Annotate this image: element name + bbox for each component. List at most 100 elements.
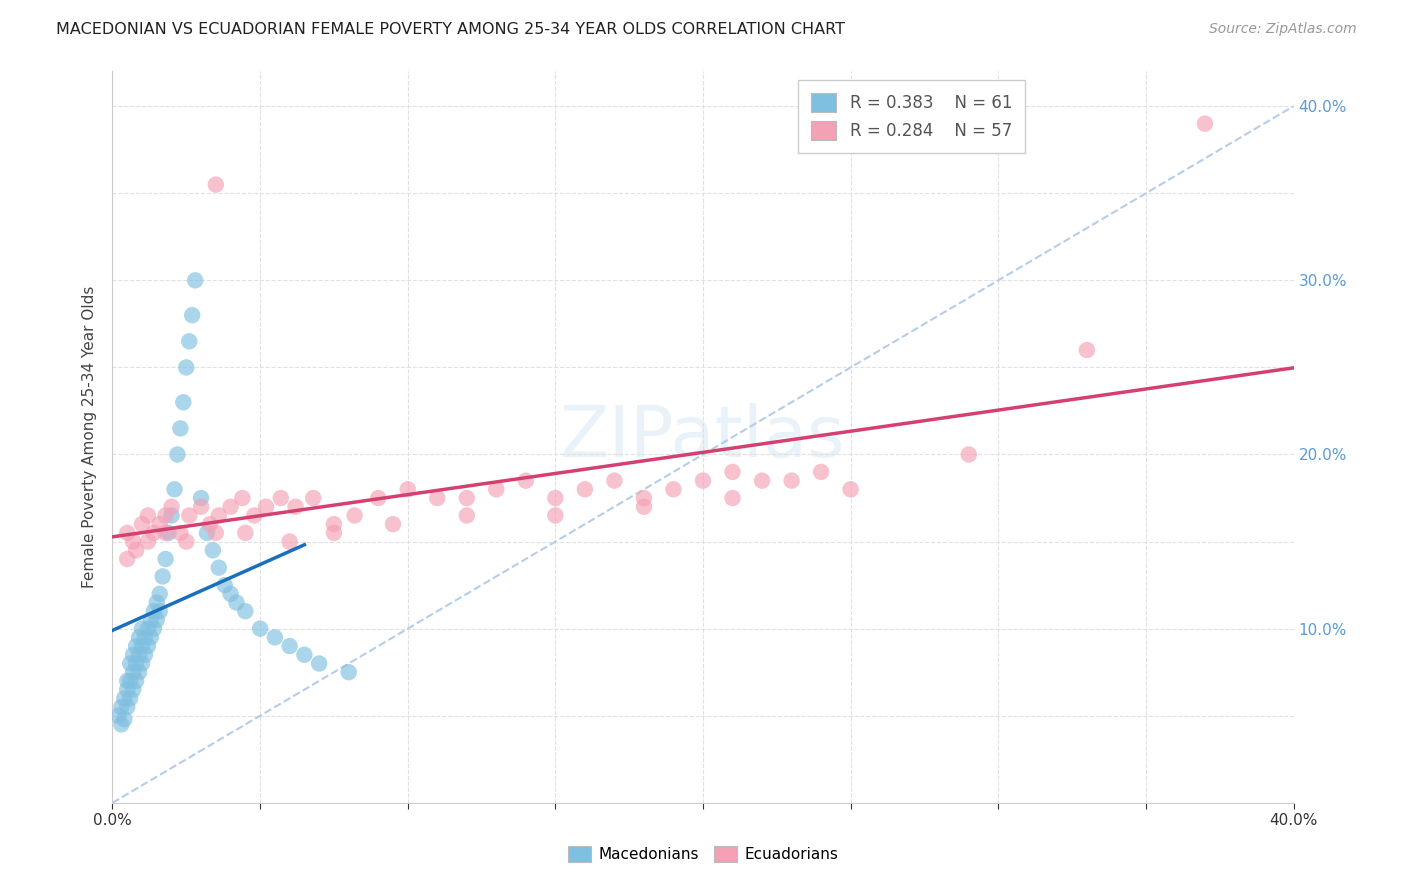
Point	[174, 360, 197, 375]
Point	[136, 534, 159, 549]
Point	[603, 474, 626, 488]
Point	[122, 534, 145, 549]
Point	[721, 491, 744, 505]
Point	[323, 517, 346, 532]
Point	[1194, 117, 1216, 131]
Point	[142, 604, 165, 618]
Point	[155, 552, 177, 566]
Point	[957, 448, 980, 462]
Point	[110, 700, 132, 714]
Point	[264, 631, 287, 645]
Point	[128, 665, 150, 680]
Point	[125, 657, 148, 671]
Point	[233, 525, 256, 540]
Point	[146, 613, 169, 627]
Point	[208, 560, 231, 574]
Point	[136, 508, 159, 523]
Point	[166, 448, 188, 462]
Point	[122, 665, 145, 680]
Point	[128, 631, 150, 645]
Point	[219, 500, 242, 514]
Point	[662, 483, 685, 497]
Point	[136, 622, 159, 636]
Point	[142, 525, 165, 540]
Point	[181, 308, 204, 322]
Point	[544, 508, 567, 523]
Point	[152, 569, 174, 583]
Point	[456, 491, 478, 505]
Point	[122, 648, 145, 662]
Point	[721, 465, 744, 479]
Text: ZIPatlas: ZIPatlas	[560, 402, 846, 472]
Point	[112, 712, 135, 726]
Point	[174, 534, 197, 549]
Point	[125, 543, 148, 558]
Point	[120, 657, 142, 671]
Point	[139, 631, 162, 645]
Point	[184, 273, 207, 287]
Point	[125, 673, 148, 688]
Point	[284, 500, 307, 514]
Point	[751, 474, 773, 488]
Point	[544, 491, 567, 505]
Point	[190, 500, 212, 514]
Point	[155, 508, 177, 523]
Point	[254, 500, 277, 514]
Point	[396, 483, 419, 497]
Point	[125, 639, 148, 653]
Point	[633, 491, 655, 505]
Point	[149, 517, 172, 532]
Point	[302, 491, 325, 505]
Point	[149, 604, 172, 618]
Point	[278, 534, 301, 549]
Point	[214, 578, 236, 592]
Point	[205, 525, 228, 540]
Point	[110, 717, 132, 731]
Point	[163, 483, 186, 497]
Point	[131, 622, 153, 636]
Point	[1076, 343, 1098, 357]
Point	[225, 595, 247, 609]
Point	[131, 639, 153, 653]
Point	[117, 673, 138, 688]
Point	[160, 500, 183, 514]
Point	[292, 648, 315, 662]
Point	[839, 483, 862, 497]
Point	[117, 552, 138, 566]
Point	[201, 543, 224, 558]
Point	[574, 483, 596, 497]
Point	[219, 587, 242, 601]
Point	[131, 517, 153, 532]
Legend: Macedonians, Ecuadorians: Macedonians, Ecuadorians	[561, 839, 845, 868]
Point	[131, 657, 153, 671]
Point	[149, 587, 172, 601]
Point	[136, 639, 159, 653]
Point	[142, 622, 165, 636]
Point	[195, 525, 218, 540]
Point	[134, 631, 156, 645]
Point	[198, 517, 221, 532]
Point	[179, 334, 201, 349]
Point	[231, 491, 253, 505]
Point	[146, 595, 169, 609]
Point	[810, 465, 832, 479]
Point	[107, 708, 129, 723]
Point	[120, 673, 142, 688]
Point	[633, 500, 655, 514]
Point	[485, 483, 508, 497]
Point	[157, 525, 180, 540]
Point	[233, 604, 256, 618]
Point	[190, 491, 212, 505]
Point	[117, 682, 138, 697]
Point	[169, 525, 191, 540]
Point	[120, 691, 142, 706]
Point	[117, 525, 138, 540]
Point	[456, 508, 478, 523]
Point	[308, 657, 330, 671]
Y-axis label: Female Poverty Among 25-34 Year Olds: Female Poverty Among 25-34 Year Olds	[82, 286, 97, 588]
Point	[134, 648, 156, 662]
Point	[172, 395, 194, 409]
Point	[343, 508, 366, 523]
Point	[278, 639, 301, 653]
Point	[692, 474, 714, 488]
